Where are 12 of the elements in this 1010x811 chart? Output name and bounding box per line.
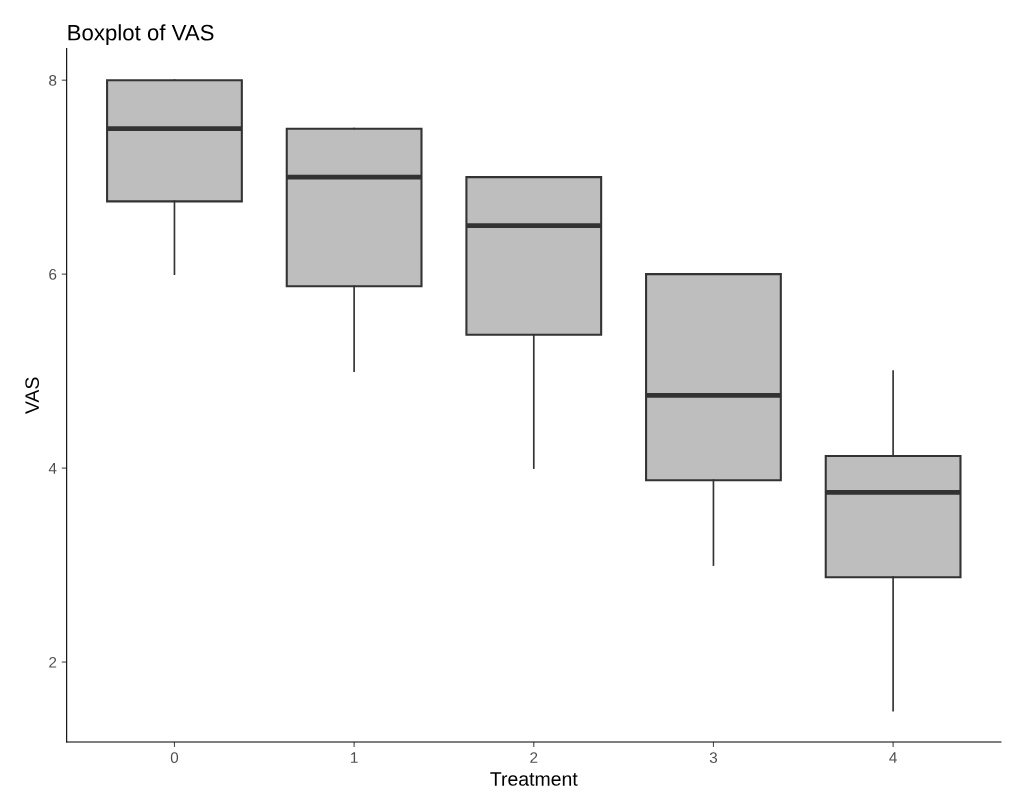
- chart-title: Boxplot of VAS: [68, 24, 214, 45]
- y-tick-label: 2: [49, 656, 57, 668]
- x-tick-label: 1: [351, 752, 358, 763]
- y-axis-title: VAS: [25, 377, 40, 415]
- y-tick-label: 4: [48, 463, 57, 474]
- x-tick-label: 2: [530, 752, 538, 763]
- x-tick-label: 3: [709, 752, 718, 764]
- y-tick-label: 8: [49, 75, 57, 86]
- x-tick-label: 4: [889, 752, 897, 763]
- x-tick-label: 0: [170, 752, 179, 764]
- y-tick-label: 6: [49, 269, 57, 280]
- x-axis-title: Treatment: [490, 772, 578, 786]
